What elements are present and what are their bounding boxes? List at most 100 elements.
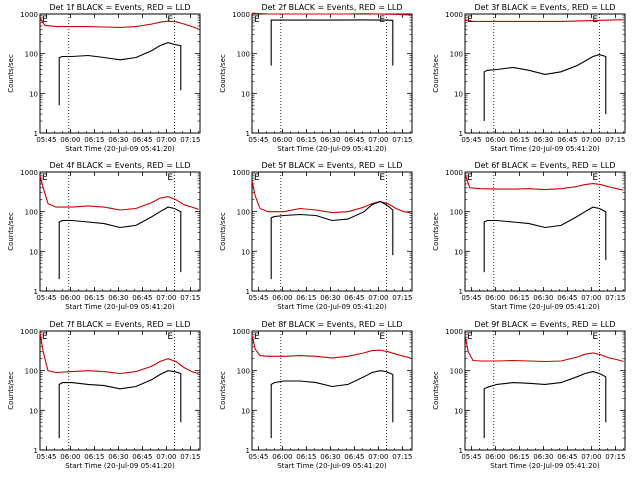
y-tick-label: 1 (34, 288, 38, 296)
marker-e-right: E (379, 173, 385, 183)
marker-e-left: E (42, 332, 48, 342)
plot-frame (39, 171, 201, 292)
x-tick-label: 06:00 (60, 453, 80, 461)
x-tick-label: 07:15 (605, 136, 625, 144)
marker-e-left: E (254, 332, 260, 342)
y-tick-label: 1000 (20, 11, 38, 19)
x-tick-label: 06:00 (60, 136, 80, 144)
x-tick-label: 06:00 (485, 453, 505, 461)
y-tick-label: 1000 (445, 328, 463, 336)
y-tick-label: 100 (25, 368, 38, 376)
plot-frame (251, 330, 413, 451)
series-lld-line (251, 180, 411, 214)
series-lld-line (39, 175, 199, 211)
x-tick-label: 07:00 (581, 453, 601, 461)
y-tick-label: 1000 (445, 11, 463, 19)
y-tick-label: 10 (454, 90, 463, 98)
x-tick-label: 06:30 (533, 294, 553, 302)
y-tick-label: 1 (459, 288, 463, 296)
x-tick-label: 07:15 (392, 136, 412, 144)
marker-e-left: E (467, 332, 473, 342)
y-tick-label: 10 (241, 90, 250, 98)
series-lld-line (464, 19, 624, 22)
y-tick-label: 1 (459, 130, 463, 138)
plot-frame (39, 13, 201, 134)
x-tick-label: 06:00 (272, 453, 292, 461)
x-tick-label: 07:00 (368, 453, 388, 461)
x-tick-label: 06:45 (344, 294, 364, 302)
x-tick-label: 06:15 (509, 453, 529, 461)
y-tick-label: 1 (34, 130, 38, 138)
x-tick-label: 07:15 (392, 294, 412, 302)
x-tick-label: 06:45 (557, 136, 577, 144)
marker-e-left: E (254, 15, 260, 25)
x-tick-label: 06:15 (296, 136, 316, 144)
x-tick-label: 05:45 (36, 453, 56, 461)
x-tick-label: 06:00 (272, 136, 292, 144)
y-tick-label: 10 (454, 407, 463, 415)
y-tick-label: 10 (241, 248, 250, 256)
panel-title: Det 7f BLACK = Events, RED = LLD (49, 320, 190, 329)
x-axis-label: Start Time (20-Jul-09 05:41:20) (490, 145, 600, 153)
x-tick-label: 06:00 (60, 294, 80, 302)
series-lld-line (251, 12, 411, 16)
x-tick-label: 06:15 (84, 453, 104, 461)
y-tick-label: 1000 (20, 328, 38, 336)
x-tick-label: 06:30 (533, 453, 553, 461)
y-tick-label: 100 (450, 368, 463, 376)
y-axis-label: Counts/sec (219, 54, 227, 93)
panel-title: Det 9f BLACK = Events, RED = LLD (474, 320, 615, 329)
x-tick-label: 06:00 (272, 294, 292, 302)
x-tick-label: 05:45 (36, 136, 56, 144)
x-tick-label: 07:15 (605, 453, 625, 461)
x-tick-label: 07:00 (156, 453, 176, 461)
x-tick-label: 07:00 (368, 136, 388, 144)
y-tick-label: 100 (450, 209, 463, 217)
marker-e-left: E (467, 15, 473, 25)
series-lld-line (39, 332, 199, 375)
x-axis-label: Start Time (20-Jul-09 05:41:20) (277, 145, 387, 153)
x-tick-label: 06:00 (485, 294, 505, 302)
series-events-line (58, 206, 182, 280)
y-tick-label: 100 (25, 209, 38, 217)
y-axis-label: Counts/sec (432, 212, 440, 251)
x-axis-label: Start Time (20-Jul-09 05:41:20) (65, 303, 175, 311)
x-tick-label: 06:45 (344, 453, 364, 461)
y-tick-label: 10 (454, 248, 463, 256)
y-tick-label: 1 (246, 447, 250, 455)
panel-title: Det 5f BLACK = Events, RED = LLD (261, 161, 402, 170)
x-tick-label: 06:45 (132, 294, 152, 302)
plot-frame (39, 330, 201, 451)
marker-e-left: E (254, 173, 260, 183)
y-tick-label: 1000 (232, 169, 250, 177)
x-tick-label: 06:45 (344, 136, 364, 144)
x-tick-label: 06:30 (320, 294, 340, 302)
x-tick-label: 06:30 (320, 453, 340, 461)
y-tick-label: 1 (34, 447, 38, 455)
marker-e-left: E (467, 173, 473, 183)
x-tick-label: 06:15 (509, 136, 529, 144)
y-tick-label: 10 (241, 407, 250, 415)
x-tick-label: 05:45 (248, 453, 268, 461)
y-tick-label: 10 (29, 407, 38, 415)
x-axis-label: Start Time (20-Jul-09 05:41:20) (65, 145, 175, 153)
y-tick-label: 1000 (232, 11, 250, 19)
x-tick-label: 06:15 (296, 453, 316, 461)
plot-frame (464, 13, 626, 134)
series-lld-line (251, 334, 411, 359)
series-events-line (483, 206, 607, 273)
panel-title: Det 6f BLACK = Events, RED = LLD (474, 161, 615, 170)
x-tick-label: 07:15 (392, 453, 412, 461)
y-axis-label: Counts/sec (7, 212, 15, 251)
x-axis-label: Start Time (20-Jul-09 05:41:20) (490, 462, 600, 470)
x-tick-label: 06:00 (485, 136, 505, 144)
y-tick-label: 1 (459, 447, 463, 455)
